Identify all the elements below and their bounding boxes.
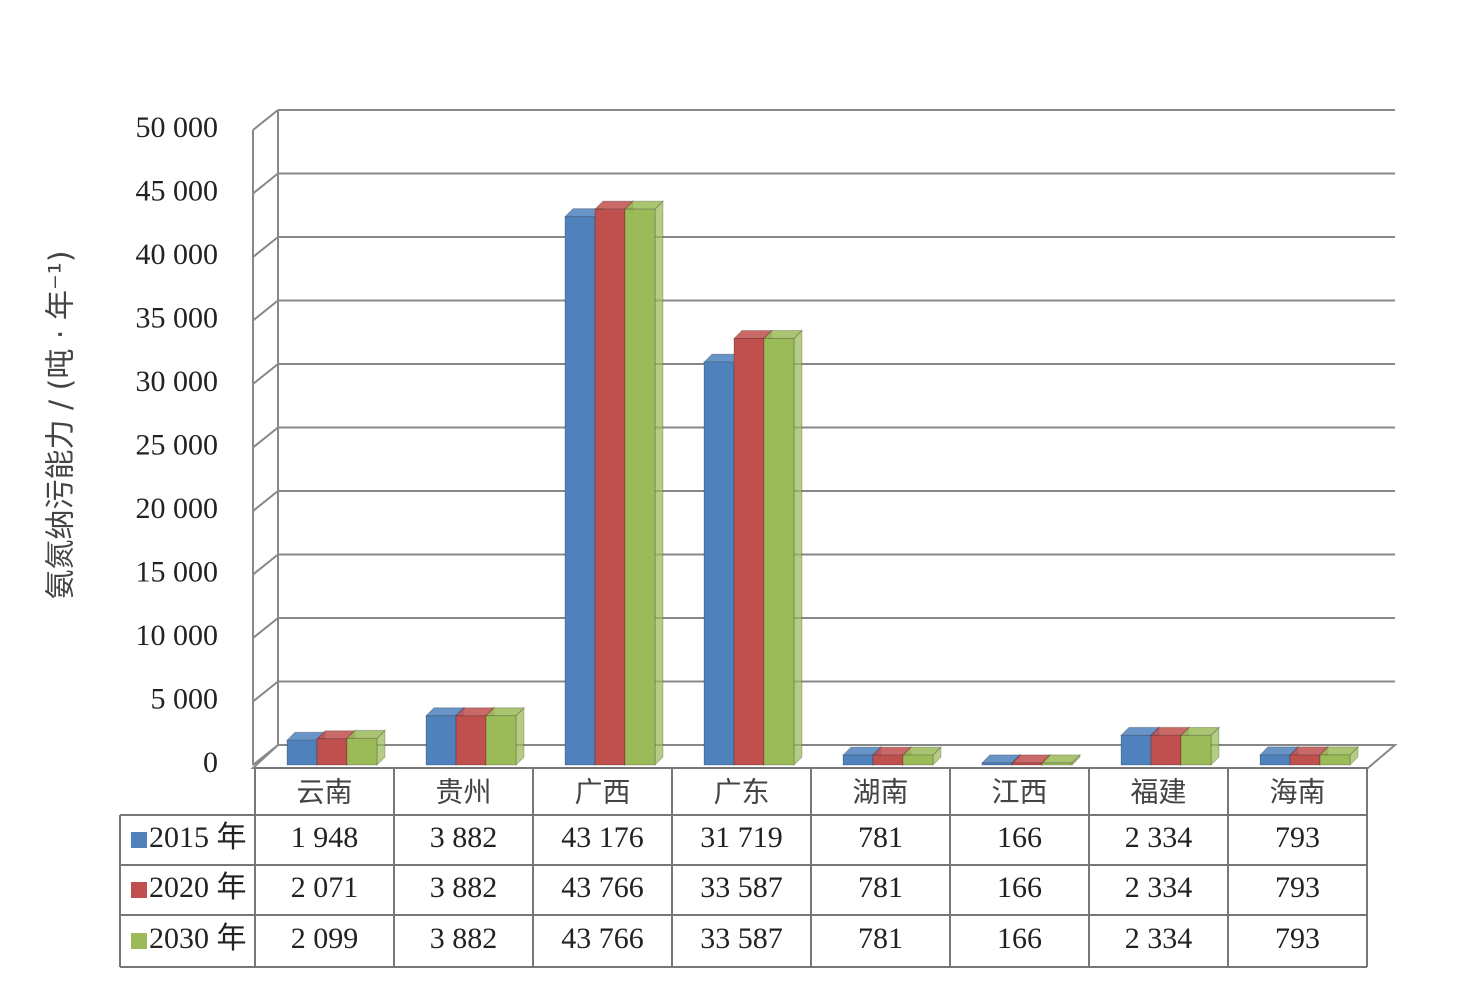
table-value: 166 — [997, 871, 1042, 904]
y-tick-label: 20 000 — [136, 492, 219, 525]
bar — [1289, 754, 1321, 766]
grid-line-side — [252, 299, 279, 322]
table-value: 3 882 — [430, 821, 498, 854]
table-value: 33 587 — [700, 871, 783, 904]
y-tick-label: 0 — [203, 746, 218, 779]
bar — [842, 754, 874, 766]
bar — [1180, 734, 1212, 766]
grid-line-side — [252, 363, 279, 385]
legend-swatch — [131, 832, 147, 848]
grid-line-side — [252, 109, 279, 131]
x-tick-label: 云南 — [296, 776, 352, 809]
bar — [564, 216, 596, 766]
x-tick-label: 广东 — [713, 776, 769, 809]
table-value: 2 334 — [1125, 871, 1193, 904]
bar — [872, 754, 904, 766]
bar — [485, 715, 517, 766]
x-tick-label: 广西 — [574, 776, 630, 809]
y-tick-label: 15 000 — [136, 555, 219, 588]
x-tick-label: 福建 — [1130, 776, 1186, 809]
grid-line-side — [252, 490, 279, 512]
table-value: 793 — [1275, 871, 1320, 904]
table-value: 793 — [1275, 821, 1320, 854]
table-value: 781 — [858, 922, 903, 955]
y-tick-label: 30 000 — [136, 365, 219, 398]
table-value: 3 882 — [430, 922, 498, 955]
bar — [1120, 734, 1152, 766]
table-value: 793 — [1275, 922, 1320, 955]
table-value: 2 334 — [1125, 821, 1193, 854]
legend-label: 2030 年 — [149, 922, 247, 955]
bar — [1259, 754, 1291, 766]
table-value: 781 — [858, 821, 903, 854]
bar — [624, 208, 656, 766]
y-tick-label: 50 000 — [136, 111, 219, 144]
bar-side — [515, 706, 525, 767]
table-value: 43 766 — [561, 871, 644, 904]
bar — [594, 208, 626, 766]
bar — [981, 762, 1013, 766]
legend-label: 2015 年 — [149, 821, 247, 854]
table-value: 1 948 — [291, 821, 359, 854]
legend-label: 2020 年 — [149, 871, 247, 904]
bar — [1319, 754, 1351, 766]
grid-line-side — [252, 236, 279, 258]
y-tick-label: 10 000 — [136, 619, 219, 652]
bar — [286, 739, 318, 766]
grid-line-side — [252, 617, 279, 639]
bar — [1150, 734, 1182, 766]
y-axis-label: 氨氮纳污能力 / (吨 · 年⁻¹) — [44, 250, 79, 599]
y-tick-label: 5 000 — [151, 682, 219, 715]
grid-line-side — [252, 680, 279, 703]
bar — [425, 715, 457, 766]
table-value: 166 — [997, 922, 1042, 955]
table-value: 3 882 — [430, 871, 498, 904]
y-tick-label: 45 000 — [136, 174, 219, 207]
grid-line-side — [252, 172, 279, 195]
bar — [455, 715, 487, 766]
grid-line-side — [252, 553, 279, 576]
table-value: 43 766 — [561, 922, 644, 955]
x-tick-label: 贵州 — [435, 776, 491, 809]
bar — [1041, 762, 1073, 766]
bar-side — [654, 199, 664, 767]
table-value: 2 334 — [1125, 922, 1193, 955]
bar — [733, 337, 765, 766]
bar — [346, 737, 378, 766]
table-value: 166 — [997, 821, 1042, 854]
y-tick-label: 40 000 — [136, 238, 219, 271]
bar — [316, 738, 348, 766]
bar — [703, 361, 735, 766]
y-tick-label: 35 000 — [136, 301, 219, 334]
x-tick-label: 海南 — [1269, 776, 1325, 809]
grid-line-side — [252, 426, 279, 449]
table-value: 781 — [858, 871, 903, 904]
table-value: 31 719 — [700, 821, 783, 854]
bar — [902, 754, 934, 766]
legend-swatch — [131, 933, 147, 949]
floor — [250, 744, 1398, 769]
table-value: 2 071 — [291, 871, 359, 904]
x-tick-label: 江西 — [991, 776, 1047, 809]
legend-swatch — [131, 882, 147, 898]
table-value: 33 587 — [700, 922, 783, 955]
bar — [763, 337, 795, 766]
x-tick-label: 湖南 — [852, 776, 908, 809]
y-tick-label: 25 000 — [136, 428, 219, 461]
bar — [1011, 762, 1043, 766]
table-value: 2 099 — [291, 922, 359, 955]
table-value: 43 176 — [561, 821, 644, 854]
bar-side — [793, 329, 803, 767]
